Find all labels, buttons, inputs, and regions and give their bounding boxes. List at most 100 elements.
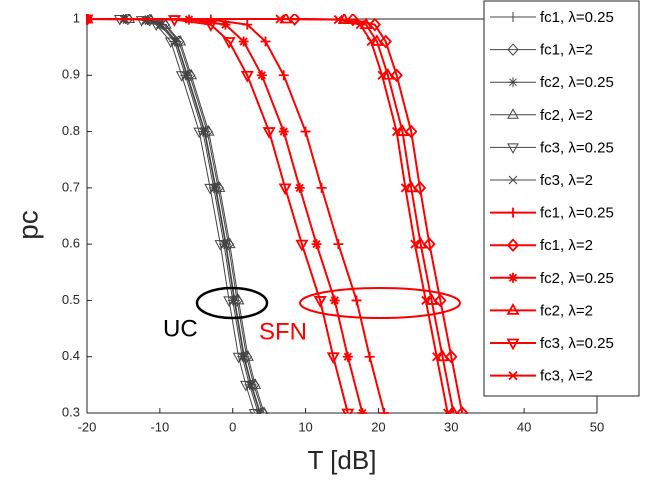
marker bbox=[311, 239, 322, 250]
marker bbox=[275, 14, 285, 24]
marker bbox=[370, 34, 384, 46]
marker bbox=[169, 36, 180, 47]
y-tick-label: 0.6 bbox=[62, 236, 80, 251]
marker bbox=[392, 126, 402, 137]
marker bbox=[278, 70, 289, 81]
plot-lines bbox=[86, 14, 469, 414]
marker bbox=[434, 293, 447, 308]
marker bbox=[443, 408, 453, 414]
marker bbox=[351, 295, 362, 306]
y-tick-label: 0.8 bbox=[62, 123, 80, 138]
marker bbox=[279, 14, 293, 24]
marker bbox=[135, 16, 148, 27]
marker bbox=[508, 272, 518, 283]
marker bbox=[239, 352, 248, 362]
marker bbox=[242, 350, 254, 361]
marker bbox=[436, 349, 450, 362]
y-tick-label: 0.7 bbox=[62, 179, 80, 194]
marker bbox=[390, 68, 403, 83]
marker bbox=[171, 37, 181, 46]
marker bbox=[197, 126, 208, 137]
legend-label: fc3, λ=0.25 bbox=[540, 335, 614, 352]
marker bbox=[278, 126, 289, 137]
legend-label: fc2, λ=0.25 bbox=[540, 74, 614, 91]
marker bbox=[329, 295, 340, 306]
marker bbox=[379, 408, 390, 414]
marker bbox=[333, 14, 343, 25]
marker bbox=[359, 17, 373, 30]
x-tick-label: 30 bbox=[444, 419, 458, 434]
marker bbox=[410, 239, 420, 249]
x-axis-label: T [dB] bbox=[308, 445, 377, 475]
marker bbox=[313, 296, 327, 308]
marker bbox=[414, 236, 428, 249]
marker bbox=[221, 239, 230, 249]
marker bbox=[232, 293, 245, 305]
x-tick-label: 20 bbox=[371, 419, 385, 434]
x-tick-label: 0 bbox=[229, 419, 236, 434]
series-line bbox=[86, 18, 349, 414]
marker bbox=[508, 77, 518, 88]
legend-label: fc2, λ=0.25 bbox=[540, 270, 614, 287]
marker bbox=[333, 239, 344, 250]
x-tick-label: 10 bbox=[298, 419, 312, 434]
marker bbox=[193, 127, 206, 139]
marker bbox=[259, 406, 269, 414]
legend-label: fc1, λ=0.25 bbox=[540, 205, 614, 222]
legend-label: fc3, λ=2 bbox=[540, 172, 593, 189]
marker bbox=[199, 127, 209, 136]
y-axis-label: pc bbox=[12, 210, 43, 240]
marker bbox=[413, 181, 427, 195]
legend-label: fc2, λ=2 bbox=[540, 107, 593, 124]
marker bbox=[377, 70, 387, 80]
marker bbox=[421, 295, 431, 306]
marker bbox=[400, 183, 411, 193]
marker bbox=[346, 14, 360, 27]
marker bbox=[300, 126, 311, 137]
marker bbox=[174, 34, 187, 46]
marker bbox=[366, 36, 376, 47]
marker bbox=[295, 239, 309, 252]
marker bbox=[159, 18, 172, 29]
marker bbox=[445, 349, 458, 364]
marker bbox=[506, 238, 520, 253]
marker bbox=[404, 180, 418, 193]
legend: fc1, λ=0.25 fc1, λ=2 fc2, λ=0.25 fc2, λ=2 fc… bbox=[483, 0, 640, 397]
marker bbox=[260, 36, 271, 47]
marker bbox=[379, 34, 392, 49]
marker bbox=[242, 19, 253, 30]
legend-label: fc3, λ=2 bbox=[540, 368, 593, 385]
marker bbox=[364, 351, 375, 362]
marker bbox=[182, 70, 192, 80]
marker bbox=[204, 183, 216, 195]
marker bbox=[156, 20, 166, 29]
marker bbox=[508, 175, 518, 185]
marker bbox=[294, 182, 305, 193]
marker bbox=[229, 296, 239, 305]
x-tick-label: -20 bbox=[78, 419, 97, 434]
marker bbox=[432, 352, 442, 362]
marker bbox=[248, 409, 261, 414]
y-tick-label: 1 bbox=[73, 10, 80, 25]
marker bbox=[237, 351, 248, 362]
marker bbox=[214, 240, 227, 251]
marker bbox=[249, 378, 262, 389]
y-tick-label: 0.3 bbox=[62, 404, 80, 419]
marker bbox=[164, 37, 177, 49]
marker bbox=[150, 20, 163, 32]
uc-ellipse bbox=[195, 286, 269, 320]
marker bbox=[448, 405, 459, 414]
marker bbox=[167, 15, 181, 27]
marker bbox=[355, 19, 365, 30]
marker bbox=[507, 143, 519, 154]
x-tick-label: 40 bbox=[517, 419, 531, 434]
marker bbox=[425, 293, 439, 305]
annotation-sfn: SFN bbox=[259, 318, 307, 345]
marker bbox=[262, 127, 276, 139]
marker bbox=[222, 37, 236, 49]
marker bbox=[368, 17, 382, 32]
marker bbox=[381, 67, 395, 80]
y-tick-label: 0.9 bbox=[62, 67, 80, 82]
marker bbox=[506, 338, 520, 351]
marker bbox=[326, 352, 340, 365]
